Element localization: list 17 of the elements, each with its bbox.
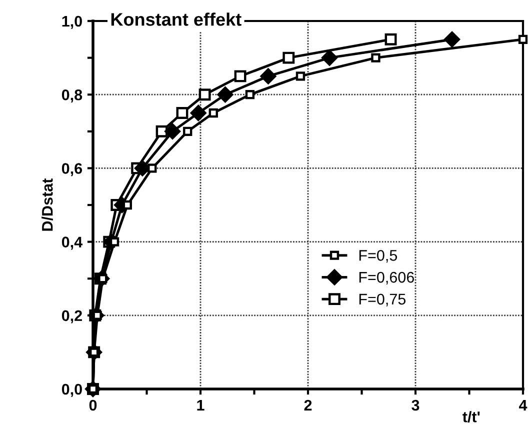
legend-label: F=0,75: [359, 294, 406, 306]
x-tick-label: 2: [304, 400, 312, 410]
y-tick-label: 0,8: [62, 89, 82, 102]
x-axis-title: t/t': [462, 411, 480, 422]
x-tick-label: 3: [412, 400, 420, 411]
x-tick-label: 0: [89, 400, 97, 411]
y-tick-label: 0,6: [62, 163, 82, 176]
y-tick-label: 0,2: [62, 310, 82, 324]
y-axis-title: D/Dstat: [42, 178, 53, 231]
y-tick-label: 1,0: [62, 16, 82, 29]
x-tick-label: 1: [197, 400, 204, 410]
legend-label: F=0,606: [359, 272, 414, 285]
x-tick-label: 4: [518, 400, 528, 410]
chart-title: Konstant effekt: [111, 12, 242, 26]
y-tick-label: 0,0: [62, 384, 82, 397]
legend-label: F=0,5: [359, 250, 398, 263]
y-tick-label: 0,4: [62, 236, 83, 250]
